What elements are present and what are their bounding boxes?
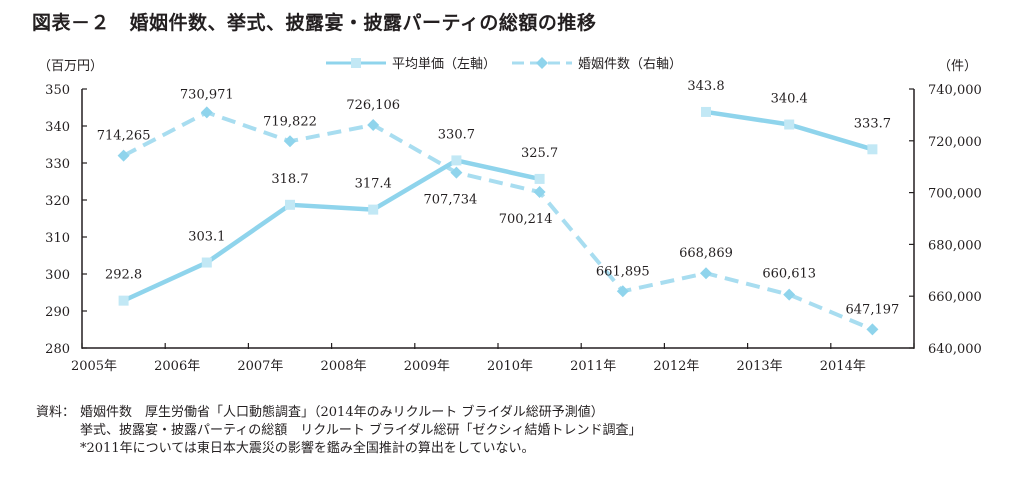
data-label-marriages: 661,895 <box>596 264 650 279</box>
notes-line-1: 婚姻件数 厚生労働省「人口動態調査」（2014年のみリクルート ブライダル総研予… <box>80 405 604 420</box>
legend: 平均単価（左軸） 婚姻件数（右軸） <box>326 53 698 72</box>
data-label-marriages: 714,265 <box>97 129 151 144</box>
data-label-avg-price: 325.7 <box>521 146 558 161</box>
data-label-marriages: 707,734 <box>424 193 478 208</box>
data-label-avg-price: 343.8 <box>687 79 724 94</box>
right-tick-label: 680,000 <box>928 238 982 253</box>
x-tick-label: 2005年 <box>71 359 117 374</box>
data-label-marriages: 719,822 <box>263 114 317 129</box>
legend-solid-square-icon <box>326 57 386 68</box>
left-tick-label: 280 <box>45 342 70 357</box>
source-notes: 資料： 婚姻件数 厚生労働省「人口動態調査」（2014年のみリクルート ブライダ… <box>36 404 641 458</box>
series-line-marriages <box>122 110 874 332</box>
marker-avg-price <box>368 204 379 215</box>
left-tick-label: 290 <box>45 305 70 320</box>
marker-marriages <box>367 118 380 131</box>
right-tick-label: 700,000 <box>928 187 982 202</box>
marker-avg-price <box>701 106 711 117</box>
data-label-avg-price: 330.7 <box>438 127 475 142</box>
x-tick-label: 2010年 <box>487 359 533 374</box>
right-tick-label: 720,000 <box>928 135 982 150</box>
data-label-avg-price: 340.4 <box>771 92 808 107</box>
notes-line-2: 挙式、披露宴・披露パーティの総額 リクルート ブライダル総研「ゼクシィ結婚トレン… <box>80 423 642 438</box>
right-tick-label: 740,000 <box>928 83 982 98</box>
data-label-marriages: 700,214 <box>499 212 553 227</box>
x-tick-label: 2007年 <box>237 359 283 374</box>
chart-title: 図表－２ 婚姻件数、挙式、披露宴・披露パーティの総額の推移 <box>32 12 597 34</box>
marker-marriages <box>533 186 546 199</box>
right-tick-label: 660,000 <box>928 290 982 305</box>
left-tick-label: 350 <box>45 83 70 98</box>
marker-marriages <box>616 285 629 298</box>
x-tick-label: 2008年 <box>321 359 367 374</box>
marker-marriages <box>200 106 213 119</box>
x-tick-label: 2012年 <box>653 359 699 374</box>
data-label-marriages: 726,106 <box>346 98 400 113</box>
left-tick-label: 300 <box>45 268 70 283</box>
marker-avg-price <box>118 295 129 306</box>
left-axis-unit: （百万円） <box>38 59 104 74</box>
legend-item-price: 平均単価（左軸） <box>326 53 496 72</box>
data-label-avg-price: 333.7 <box>854 116 891 131</box>
series-line-avg-price <box>122 158 541 303</box>
x-tick-label: 2014年 <box>820 359 866 374</box>
marker-avg-price <box>784 119 795 130</box>
data-label-avg-price: 318.7 <box>271 172 308 187</box>
data-label-marriages: 668,869 <box>679 246 733 261</box>
legend-dashed-diamond-icon <box>512 56 573 69</box>
x-tick-label: 2009年 <box>404 359 450 374</box>
marker-avg-price <box>285 199 295 210</box>
chart-area: 280 290 300 310 320 330 340 350 640,000 660,000 68… <box>45 79 982 374</box>
marker-avg-price <box>534 173 545 184</box>
marker-marriages <box>700 267 712 280</box>
data-label-marriages: 730,971 <box>180 87 234 102</box>
right-tick-label: 640,000 <box>928 342 982 357</box>
marker-marriages <box>783 288 796 301</box>
x-tick-label: 2011年 <box>570 359 616 374</box>
legend-label-count: 婚姻件数（右軸） <box>578 57 683 72</box>
marker-marriages <box>284 135 296 148</box>
legend-label-price: 平均単価（左軸） <box>392 57 497 72</box>
series-line-avg-price <box>705 109 874 152</box>
x-tick-label: 2006年 <box>154 359 200 374</box>
data-label-avg-price: 292.8 <box>105 268 142 283</box>
marker-avg-price <box>201 257 212 268</box>
left-tick-label: 340 <box>45 120 70 135</box>
data-label-avg-price: 317.4 <box>355 177 392 192</box>
data-label-marriages: 660,613 <box>762 267 816 282</box>
left-tick-label: 330 <box>45 157 70 172</box>
data-label-marriages: 647,197 <box>846 302 900 317</box>
left-tick-label: 310 <box>45 231 70 246</box>
marker-avg-price <box>867 144 878 155</box>
left-tick-label: 320 <box>45 194 70 209</box>
notes-label: 資料： <box>36 405 76 420</box>
marker-marriages <box>117 149 130 162</box>
marker-marriages <box>450 166 463 179</box>
x-tick-label: 2013年 <box>737 359 783 374</box>
right-axis-unit: （件） <box>938 59 978 74</box>
marker-marriages <box>866 323 879 336</box>
marker-avg-price <box>451 155 462 166</box>
notes-line-3: *2011年については東日本大震災の影響を鑑み全国推計の算出をしていない。 <box>80 441 535 456</box>
data-label-avg-price: 303.1 <box>188 230 225 245</box>
legend-item-count: 婚姻件数（右軸） <box>512 53 682 72</box>
